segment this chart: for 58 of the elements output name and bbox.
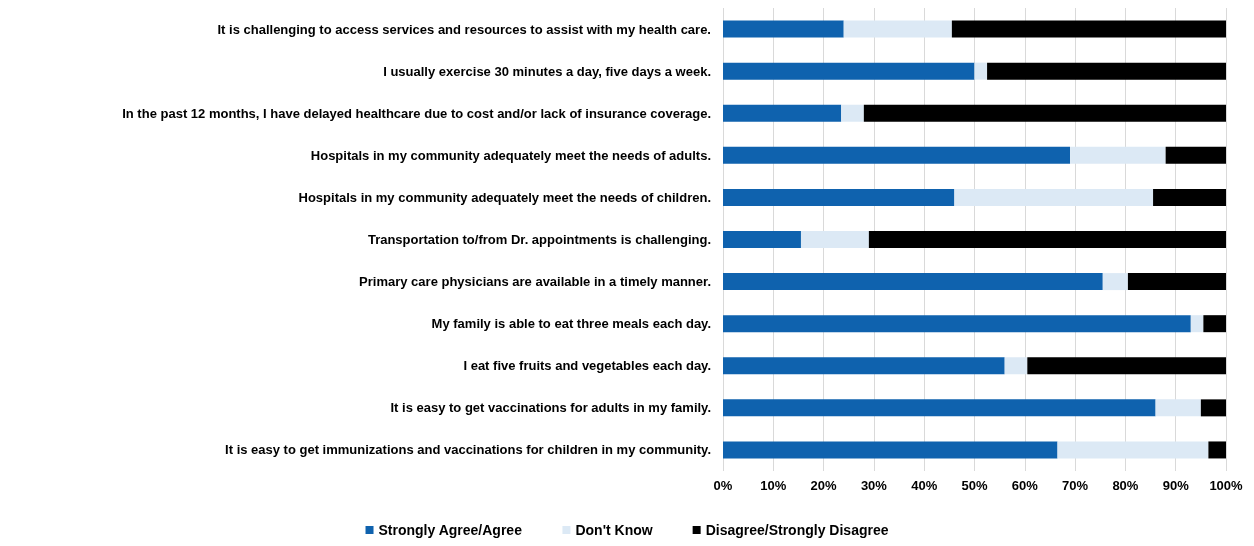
legend-label: Disagree/Strongly Disagree bbox=[705, 522, 889, 538]
x-tick-label: 20% bbox=[810, 478, 838, 493]
bar bbox=[723, 146, 1071, 164]
x-tick-label: 90% bbox=[1162, 478, 1190, 493]
bar bbox=[1200, 399, 1226, 417]
bar bbox=[868, 231, 1226, 248]
bar bbox=[723, 273, 1103, 291]
bar bbox=[974, 62, 988, 80]
bar bbox=[723, 188, 955, 206]
y-tick-label: It is easy to get vaccinations for adults in my family. bbox=[390, 400, 711, 416]
bar bbox=[1165, 146, 1226, 164]
bar bbox=[723, 62, 975, 80]
bar bbox=[1057, 441, 1209, 459]
bar bbox=[1155, 399, 1201, 417]
y-tick-label: I eat five fruits and vegetables each day. bbox=[463, 358, 711, 374]
bar bbox=[1027, 357, 1226, 375]
bar bbox=[1208, 441, 1226, 459]
bar bbox=[841, 104, 864, 122]
bar bbox=[987, 62, 1226, 80]
bar bbox=[723, 315, 1191, 333]
bar bbox=[863, 104, 1226, 122]
y-tick-label: In the past 12 months, I have delayed healthcare due to cost and/or lack of insurance coverage. bbox=[122, 105, 711, 121]
bar bbox=[843, 20, 952, 38]
bar bbox=[723, 104, 842, 122]
y-tick-label: Hospitals in my community adequately meet the needs of adults. bbox=[310, 147, 711, 163]
x-tick-label: 50% bbox=[961, 478, 988, 493]
bar bbox=[1004, 357, 1028, 375]
x-tick-label: 10% bbox=[760, 478, 787, 493]
x-tick-label: 70% bbox=[1062, 478, 1089, 493]
y-tick-label: I usually exercise 30 minutes a day, five days a week. bbox=[383, 63, 711, 79]
y-tick-label: It is easy to get immunizations and vaccinations for children in my community. bbox=[225, 442, 711, 458]
legend-label: Don't Know bbox=[575, 522, 653, 538]
bar bbox=[723, 441, 1058, 459]
bar bbox=[723, 357, 1005, 375]
y-tick-label: It is challenging to access services and resources to assist with my health care. bbox=[217, 21, 711, 37]
y-tick-label: My family is able to eat three meals each day. bbox=[431, 316, 711, 332]
x-tick-label: 40% bbox=[911, 478, 938, 493]
bar bbox=[1203, 315, 1226, 333]
bar bbox=[954, 188, 1154, 206]
y-tick-label: Transportation to/from Dr. appointments is challenging. bbox=[367, 232, 711, 247]
x-tick-label: 60% bbox=[1011, 478, 1039, 493]
bar bbox=[1190, 315, 1204, 333]
bar bbox=[1127, 273, 1226, 291]
y-tick-label: Hospitals in my community adequately meet the needs of children. bbox=[298, 189, 711, 205]
bar bbox=[1070, 146, 1166, 164]
bar bbox=[951, 20, 1226, 38]
legend-label: Strongly Agree/Agree bbox=[378, 522, 523, 538]
bar bbox=[1102, 273, 1128, 291]
bar bbox=[800, 231, 869, 248]
bar bbox=[723, 399, 1156, 417]
x-tick-label: 0% bbox=[713, 478, 733, 493]
bar bbox=[723, 231, 801, 248]
x-tick-label: 80% bbox=[1112, 478, 1139, 493]
x-tick-label: 30% bbox=[860, 478, 888, 493]
y-tick-label: Primary care physicians are available in a timely manner. bbox=[359, 274, 711, 290]
bar bbox=[1153, 188, 1226, 206]
bar bbox=[723, 20, 844, 38]
x-tick-label: 100% bbox=[1209, 478, 1244, 493]
